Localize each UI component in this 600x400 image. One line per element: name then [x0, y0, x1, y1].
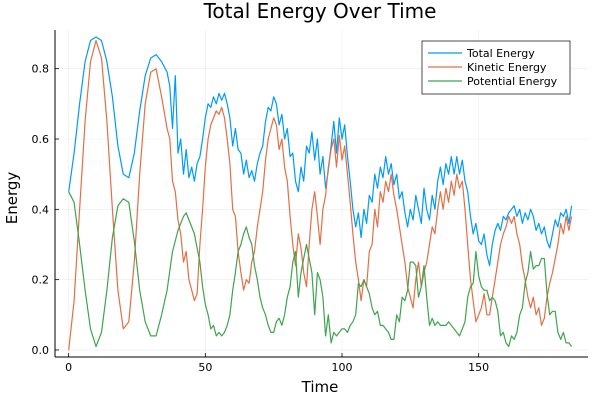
y-tick-label: 0.2 [32, 274, 50, 287]
y-tick-label: 0.8 [32, 63, 50, 76]
x-tick-label: 0 [65, 361, 72, 374]
x-axis-title: Time [301, 378, 339, 396]
legend-label-potential-energy: Potential Energy [467, 75, 558, 88]
y-axis-title: Energy [3, 172, 21, 225]
chart-title: Total Energy Over Time [203, 0, 437, 23]
y-tick-label: 0.0 [32, 344, 50, 357]
y-tick-label: 0.4 [32, 203, 50, 216]
y-tick-label: 0.6 [32, 133, 50, 146]
legend-label-kinetic-energy: Kinetic Energy [467, 61, 547, 74]
series-line-potential-energy [68, 191, 573, 348]
tick-labels: 0 50 100 150 0.0 0.2 0.4 0.6 0.8 [32, 63, 490, 374]
axes [54, 30, 588, 358]
series-line-total-energy [68, 36, 573, 267]
x-tick-label: 100 [332, 361, 353, 374]
x-tick-label: 50 [198, 361, 212, 374]
series-line-kinetic-energy [68, 39, 573, 351]
x-tick-label: 150 [468, 361, 489, 374]
series-lines [68, 36, 573, 351]
legend-label-total-energy: Total Energy [466, 47, 535, 60]
